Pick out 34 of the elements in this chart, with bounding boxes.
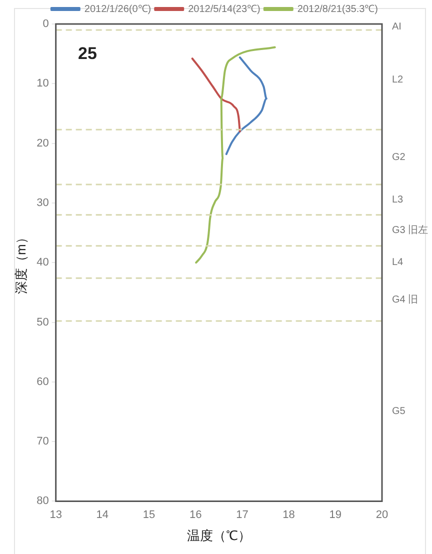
y-tick-label: 10 <box>36 78 49 90</box>
text: AI <box>392 22 402 33</box>
text: G5 <box>392 406 406 417</box>
x-tick-label: 20 <box>376 508 388 521</box>
x-axis-title: 温度（℃） <box>186 528 251 543</box>
y-tick-label: 20 <box>36 137 49 150</box>
line-series <box>225 56 268 156</box>
x-tick-label: 13 <box>50 508 62 521</box>
text: G3 旧左 <box>392 224 428 236</box>
text: G4 旧 <box>392 293 418 306</box>
y-tick-label: 60 <box>36 376 49 388</box>
text: L2 <box>392 74 404 86</box>
x-tick-label: 19 <box>329 508 342 521</box>
x-tick-label: 16 <box>189 508 202 521</box>
y-axis-title: 深度（m） <box>13 231 28 294</box>
legend-label: 2012/8/21(35.3℃) <box>297 4 378 15</box>
legend-label: 2012/5/14(23℃) <box>188 4 260 15</box>
y-tick-label: 80 <box>36 495 49 508</box>
legend-label: 2012/1/26(0℃) <box>84 4 152 15</box>
x-tick-label: 17 <box>236 508 248 521</box>
line-series <box>195 46 276 264</box>
y-tick-label: 0 <box>42 18 49 30</box>
y-tick-label: 40 <box>36 256 49 269</box>
x-tick-label: 18 <box>282 508 295 521</box>
y-tick-label: 30 <box>36 196 49 209</box>
x-tick-label: 14 <box>96 508 109 521</box>
y-tick-label: 50 <box>36 316 49 328</box>
text: L3 <box>392 194 404 206</box>
x-tick-label: 15 <box>142 508 156 521</box>
text: G2 <box>392 152 406 163</box>
text: 25 <box>78 44 97 64</box>
text: L4 <box>392 256 404 268</box>
line-series <box>191 58 241 132</box>
y-tick-label: 70 <box>36 436 49 448</box>
